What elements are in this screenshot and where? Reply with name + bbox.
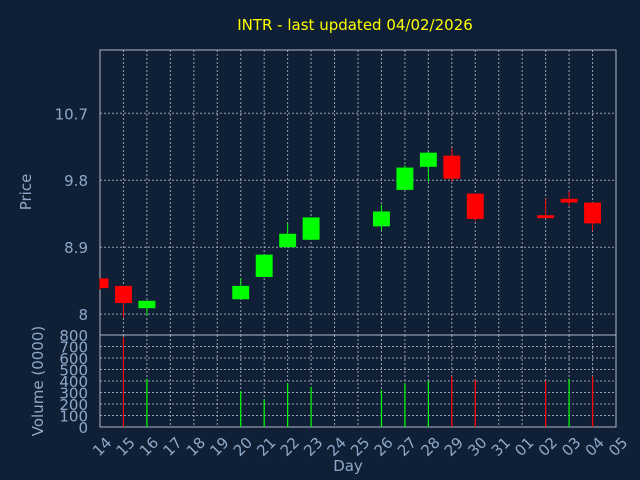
candle-body [232,285,250,300]
price-tick-label: 9.8 [64,172,88,190]
volume-tick-label: 700 [59,339,88,357]
x-tick-label: 03 [558,434,584,460]
x-tick-label: 15 [113,434,139,460]
x-tick-label: 27 [394,434,420,460]
candle-body [443,155,461,179]
volume-tick-label: 400 [59,373,88,391]
volume-tick-label: 500 [59,362,88,380]
x-tick-label: 04 [582,434,608,460]
x-tick-label: 30 [464,434,490,460]
candle-body [115,285,132,304]
x-tick-label: 31 [488,434,514,460]
candle-body [419,152,437,167]
x-tick-label: 25 [347,434,373,460]
x-tick-label: 16 [136,434,162,460]
x-tick-label: 24 [324,434,350,460]
volume-tick-label: 200 [59,396,88,414]
volume-tick-label: 600 [59,350,88,368]
x-tick-label: 21 [253,434,279,460]
candle-body [138,300,156,309]
volume-tick-label: 300 [59,385,88,403]
candle-body [466,193,484,219]
candle-body [279,233,297,248]
chart-title: INTR - last updated 04/02/2026 [237,16,473,34]
x-tick-label: 17 [159,434,185,460]
price-panel-frame [99,49,617,336]
candle-body [255,254,273,277]
candle-body [560,198,578,203]
volume-tick-label: 800 [59,327,88,345]
x-tick-label: 22 [277,434,303,460]
candle-body [584,202,601,224]
price-tick-label: 8 [78,306,88,324]
x-tick-label: 20 [230,434,256,460]
volume-panel-frame [99,334,617,428]
price-tick-label: 10.7 [55,105,88,123]
candle-body [302,217,320,240]
price-axis-label: Price [17,174,35,211]
price-tick-label: 8.9 [64,239,88,257]
x-tick-label: 01 [511,434,537,460]
x-tick-label: 23 [300,434,326,460]
x-tick-label: 29 [441,434,467,460]
x-axis-label: Day [333,457,363,475]
candle-body [100,278,109,289]
candle-body [537,215,555,219]
candle-body [373,211,390,227]
candle-body [396,167,414,190]
x-tick-label: 28 [417,434,443,460]
x-tick-label: 26 [371,434,397,460]
volume-tick-label: 0 [78,419,88,437]
x-tick-label: 18 [183,434,209,460]
volume-panel: 0100200300400500600700800141516171819202… [59,327,631,460]
x-tick-label: 19 [206,434,232,460]
price-panel: 8 8.9 9.8 10.7 [55,49,617,336]
volume-tick-label: 100 [59,408,88,426]
x-tick-label: 05 [605,434,631,460]
x-tick-label: 14 [89,434,115,460]
volume-axis-label: Volume (0000) [29,326,47,436]
x-tick-label: 02 [535,434,561,460]
